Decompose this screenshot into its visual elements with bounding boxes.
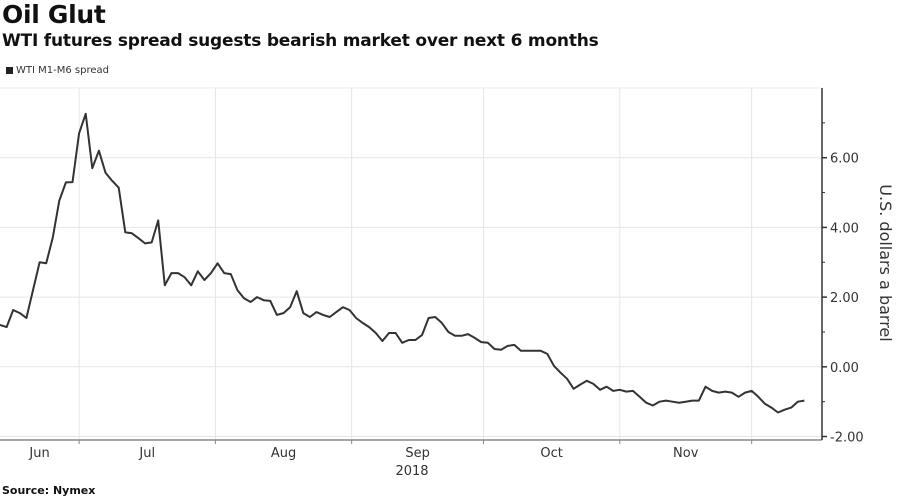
x-tick-label: Jun <box>28 446 49 461</box>
y-tick-label: 4.00 <box>830 221 859 236</box>
year-label: 2018 <box>395 464 428 479</box>
y-tick-label: 2.00 <box>830 291 859 306</box>
y-tick-label: 6.00 <box>830 152 859 167</box>
source-note: Source: Nymex <box>2 484 96 497</box>
chart-title: Oil Glut <box>2 0 106 29</box>
x-tick-label: Oct <box>540 446 562 461</box>
y-tick-label: 0.00 <box>830 361 859 376</box>
x-tick-label: Nov <box>673 446 699 461</box>
y-tick-label: -2.00 <box>830 431 864 446</box>
x-tick-label: Sep <box>405 446 430 461</box>
x-tick-label: Aug <box>271 446 296 461</box>
gridlines <box>0 87 822 440</box>
legend: WTI M1-M6 spread <box>6 65 109 76</box>
axes: -2.00 0.00 2.00 4.00 6.00 Jun Jul Aug Sep Oct Nov <box>0 88 864 461</box>
series-layer <box>0 112 805 414</box>
y-axis-label: U.S. dollars a barrel <box>876 184 895 341</box>
legend-label: WTI M1-M6 spread <box>16 65 109 76</box>
series-line <box>0 112 805 414</box>
legend-swatch <box>6 67 13 74</box>
chart-subtitle: WTI futures spread sugests bearish marke… <box>2 31 599 51</box>
x-tick-label: Jul <box>138 446 155 461</box>
